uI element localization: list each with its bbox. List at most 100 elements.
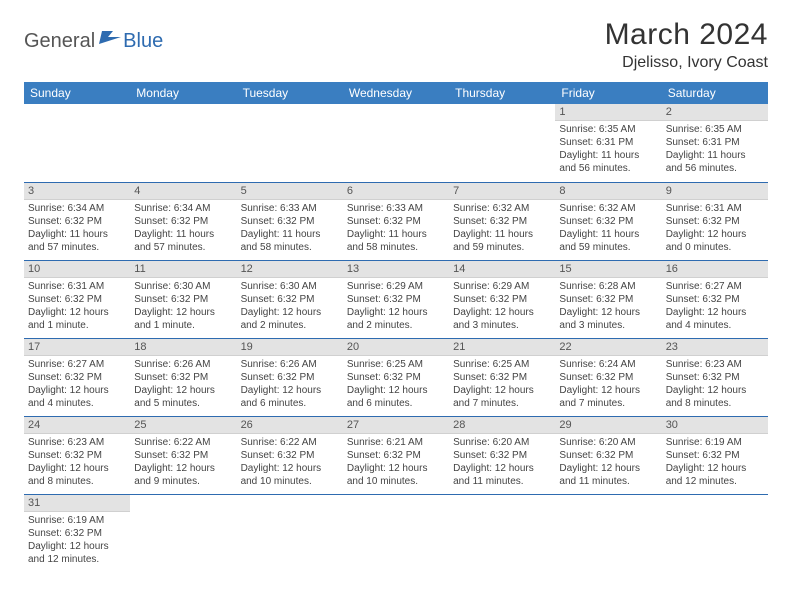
day-number: 4 <box>130 183 236 200</box>
day-sunrise: Sunrise: 6:28 AM <box>559 280 657 293</box>
day-body: Sunrise: 6:33 AMSunset: 6:32 PMDaylight:… <box>343 200 449 258</box>
day-number: 25 <box>130 417 236 434</box>
calendar-empty-cell <box>449 104 555 182</box>
calendar-day: 20Sunrise: 6:25 AMSunset: 6:32 PMDayligh… <box>343 338 449 416</box>
day-daylight: Daylight: 12 hours and 2 minutes. <box>241 306 339 332</box>
day-daylight: Daylight: 12 hours and 12 minutes. <box>28 540 126 566</box>
day-number: 18 <box>130 339 236 356</box>
day-sunrise: Sunrise: 6:25 AM <box>347 358 445 371</box>
day-number: 6 <box>343 183 449 200</box>
logo-text-general: General <box>24 30 95 53</box>
day-body: Sunrise: 6:31 AMSunset: 6:32 PMDaylight:… <box>24 278 130 336</box>
day-daylight: Daylight: 12 hours and 8 minutes. <box>666 384 764 410</box>
day-sunset: Sunset: 6:32 PM <box>666 371 764 384</box>
day-body: Sunrise: 6:35 AMSunset: 6:31 PMDaylight:… <box>662 121 768 179</box>
day-sunset: Sunset: 6:32 PM <box>241 371 339 384</box>
day-sunset: Sunset: 6:32 PM <box>241 215 339 228</box>
day-daylight: Daylight: 11 hours and 58 minutes. <box>347 228 445 254</box>
day-body: Sunrise: 6:28 AMSunset: 6:32 PMDaylight:… <box>555 278 661 336</box>
day-daylight: Daylight: 12 hours and 3 minutes. <box>453 306 551 332</box>
day-daylight: Daylight: 12 hours and 2 minutes. <box>347 306 445 332</box>
day-sunset: Sunset: 6:32 PM <box>241 449 339 462</box>
day-daylight: Daylight: 12 hours and 10 minutes. <box>241 462 339 488</box>
calendar-day: 17Sunrise: 6:27 AMSunset: 6:32 PMDayligh… <box>24 338 130 416</box>
calendar-day: 16Sunrise: 6:27 AMSunset: 6:32 PMDayligh… <box>662 260 768 338</box>
calendar-day: 22Sunrise: 6:24 AMSunset: 6:32 PMDayligh… <box>555 338 661 416</box>
day-daylight: Daylight: 11 hours and 56 minutes. <box>559 149 657 175</box>
day-number: 11 <box>130 261 236 278</box>
calendar-empty-cell <box>130 104 236 182</box>
day-daylight: Daylight: 12 hours and 1 minute. <box>28 306 126 332</box>
day-body: Sunrise: 6:19 AMSunset: 6:32 PMDaylight:… <box>662 434 768 492</box>
day-number: 13 <box>343 261 449 278</box>
calendar-day: 5Sunrise: 6:33 AMSunset: 6:32 PMDaylight… <box>237 182 343 260</box>
day-sunset: Sunset: 6:32 PM <box>559 215 657 228</box>
day-number: 3 <box>24 183 130 200</box>
day-number: 14 <box>449 261 555 278</box>
day-body: Sunrise: 6:29 AMSunset: 6:32 PMDaylight:… <box>449 278 555 336</box>
day-number: 15 <box>555 261 661 278</box>
day-sunrise: Sunrise: 6:27 AM <box>28 358 126 371</box>
day-body: Sunrise: 6:34 AMSunset: 6:32 PMDaylight:… <box>130 200 236 258</box>
day-sunrise: Sunrise: 6:32 AM <box>453 202 551 215</box>
day-sunrise: Sunrise: 6:26 AM <box>241 358 339 371</box>
calendar-empty-cell <box>555 494 661 572</box>
calendar-row: 17Sunrise: 6:27 AMSunset: 6:32 PMDayligh… <box>24 338 768 416</box>
page-title: March 2024 <box>605 18 768 52</box>
day-sunset: Sunset: 6:32 PM <box>134 371 232 384</box>
day-sunrise: Sunrise: 6:19 AM <box>28 514 126 527</box>
day-daylight: Daylight: 12 hours and 10 minutes. <box>347 462 445 488</box>
day-number: 17 <box>24 339 130 356</box>
day-daylight: Daylight: 12 hours and 6 minutes. <box>347 384 445 410</box>
day-sunrise: Sunrise: 6:29 AM <box>453 280 551 293</box>
day-daylight: Daylight: 11 hours and 57 minutes. <box>134 228 232 254</box>
day-sunset: Sunset: 6:32 PM <box>666 215 764 228</box>
day-daylight: Daylight: 12 hours and 8 minutes. <box>28 462 126 488</box>
calendar-day: 21Sunrise: 6:25 AMSunset: 6:32 PMDayligh… <box>449 338 555 416</box>
calendar-row: 24Sunrise: 6:23 AMSunset: 6:32 PMDayligh… <box>24 416 768 494</box>
day-sunrise: Sunrise: 6:32 AM <box>559 202 657 215</box>
calendar-day: 23Sunrise: 6:23 AMSunset: 6:32 PMDayligh… <box>662 338 768 416</box>
day-body: Sunrise: 6:20 AMSunset: 6:32 PMDaylight:… <box>449 434 555 492</box>
day-daylight: Daylight: 12 hours and 12 minutes. <box>666 462 764 488</box>
day-sunrise: Sunrise: 6:26 AM <box>134 358 232 371</box>
calendar-empty-cell <box>343 494 449 572</box>
calendar-empty-cell <box>237 104 343 182</box>
title-block: March 2024 Djelisso, Ivory Coast <box>605 18 768 72</box>
calendar-day: 13Sunrise: 6:29 AMSunset: 6:32 PMDayligh… <box>343 260 449 338</box>
weekday-header: Tuesday <box>237 82 343 104</box>
day-daylight: Daylight: 12 hours and 1 minute. <box>134 306 232 332</box>
day-sunset: Sunset: 6:32 PM <box>241 293 339 306</box>
weekday-header: Wednesday <box>343 82 449 104</box>
day-sunset: Sunset: 6:32 PM <box>666 449 764 462</box>
calendar-body: 1Sunrise: 6:35 AMSunset: 6:31 PMDaylight… <box>24 104 768 572</box>
day-sunrise: Sunrise: 6:21 AM <box>347 436 445 449</box>
day-body: Sunrise: 6:25 AMSunset: 6:32 PMDaylight:… <box>343 356 449 414</box>
calendar-day: 27Sunrise: 6:21 AMSunset: 6:32 PMDayligh… <box>343 416 449 494</box>
calendar-day: 12Sunrise: 6:30 AMSunset: 6:32 PMDayligh… <box>237 260 343 338</box>
day-daylight: Daylight: 12 hours and 11 minutes. <box>559 462 657 488</box>
day-sunrise: Sunrise: 6:35 AM <box>666 123 764 136</box>
weekday-header: Monday <box>130 82 236 104</box>
day-sunset: Sunset: 6:31 PM <box>559 136 657 149</box>
day-sunrise: Sunrise: 6:33 AM <box>347 202 445 215</box>
day-sunset: Sunset: 6:32 PM <box>666 293 764 306</box>
calendar-day: 1Sunrise: 6:35 AMSunset: 6:31 PMDaylight… <box>555 104 661 182</box>
day-sunset: Sunset: 6:32 PM <box>453 449 551 462</box>
weekday-header: Friday <box>555 82 661 104</box>
calendar-day: 7Sunrise: 6:32 AMSunset: 6:32 PMDaylight… <box>449 182 555 260</box>
calendar-day: 19Sunrise: 6:26 AMSunset: 6:32 PMDayligh… <box>237 338 343 416</box>
flag-icon <box>99 28 121 49</box>
day-sunrise: Sunrise: 6:19 AM <box>666 436 764 449</box>
calendar-day: 30Sunrise: 6:19 AMSunset: 6:32 PMDayligh… <box>662 416 768 494</box>
day-body: Sunrise: 6:27 AMSunset: 6:32 PMDaylight:… <box>662 278 768 336</box>
day-sunset: Sunset: 6:32 PM <box>347 371 445 384</box>
day-sunset: Sunset: 6:32 PM <box>347 215 445 228</box>
day-daylight: Daylight: 11 hours and 58 minutes. <box>241 228 339 254</box>
day-sunrise: Sunrise: 6:31 AM <box>666 202 764 215</box>
calendar-row: 10Sunrise: 6:31 AMSunset: 6:32 PMDayligh… <box>24 260 768 338</box>
calendar-empty-cell <box>662 494 768 572</box>
calendar-day: 26Sunrise: 6:22 AMSunset: 6:32 PMDayligh… <box>237 416 343 494</box>
day-sunrise: Sunrise: 6:30 AM <box>241 280 339 293</box>
weekday-header: Saturday <box>662 82 768 104</box>
